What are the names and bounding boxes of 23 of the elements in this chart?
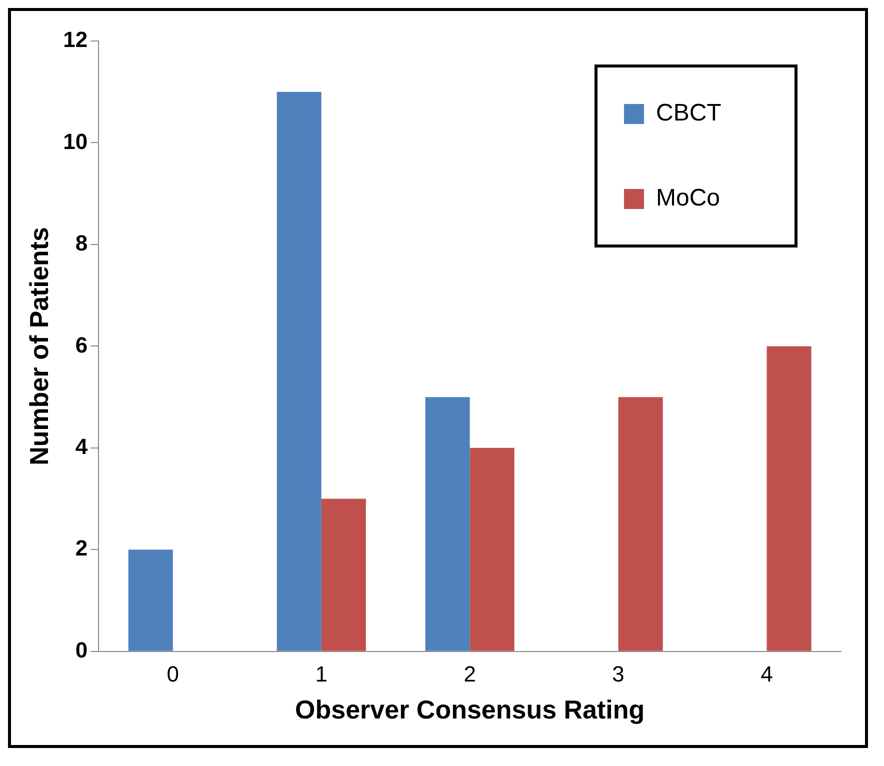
bar [321, 498, 366, 651]
x-tick-label: 3 [612, 662, 624, 687]
bar [766, 346, 812, 651]
x-tick-label: 2 [464, 662, 476, 687]
x-axis-title: Observer Consensus Rating [295, 694, 645, 725]
y-tick-label: 12 [63, 27, 88, 52]
x-tick-label: 0 [166, 662, 180, 687]
bar [470, 448, 514, 651]
y-tick-label: 0 [75, 637, 88, 662]
bar [425, 397, 470, 651]
y-tick-label: 4 [75, 434, 88, 459]
y-axis-title: Number of Patients [24, 227, 54, 466]
legend-label: MoCo [656, 184, 720, 212]
y-tick-label: 8 [75, 230, 88, 256]
bar [618, 397, 663, 651]
bar [128, 550, 173, 651]
bar [276, 92, 322, 651]
y-tick-label: 6 [75, 332, 88, 358]
x-tick-label: 1 [315, 662, 328, 687]
legend-label: CBCT [656, 100, 722, 127]
x-tick-label: 4 [760, 662, 773, 687]
y-tick-label: 2 [75, 536, 88, 561]
y-tick-label: 10 [63, 128, 88, 154]
